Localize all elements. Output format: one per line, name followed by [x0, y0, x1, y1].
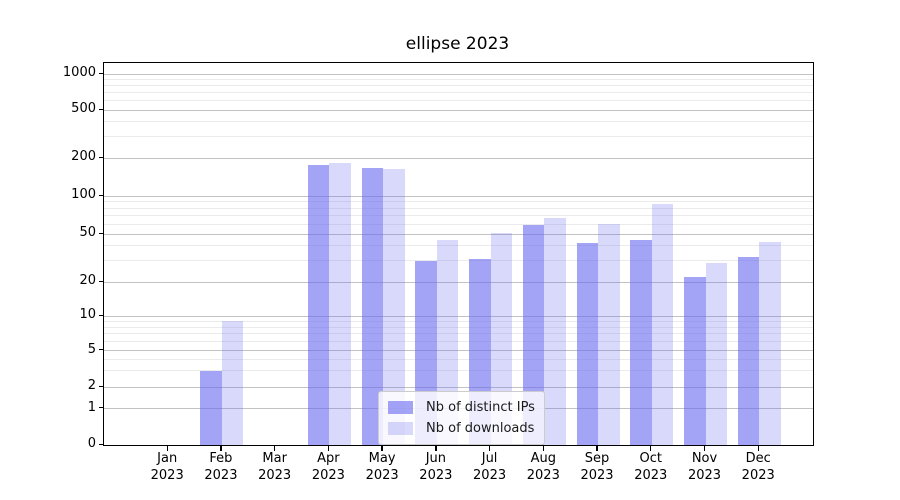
y-tick-mark: [98, 407, 103, 409]
bar-downloads: [383, 168, 405, 445]
legend-item-distinct-ips: Nb of distinct IPs: [388, 397, 535, 418]
major-gridline: [104, 315, 813, 317]
y-tick-label: 10: [79, 307, 96, 322]
bar-downloads: [705, 262, 727, 445]
minor-gridline: [104, 320, 813, 322]
bar-downloads: [759, 241, 781, 445]
y-tick-mark: [98, 314, 103, 316]
y-tick-mark: [98, 280, 103, 282]
x-tick-label: May 2023: [365, 451, 399, 483]
minor-gridline: [104, 201, 813, 203]
minor-gridline: [104, 260, 813, 262]
major-gridline: [104, 195, 813, 197]
minor-gridline: [104, 92, 813, 94]
x-tick-label: Dec 2023: [741, 451, 775, 483]
bar-distinct-ips: [200, 370, 222, 445]
minor-gridline: [104, 85, 813, 87]
x-tick-mark: [488, 446, 491, 451]
y-tick-mark: [98, 349, 103, 351]
legend-label-downloads: Nb of downloads: [426, 421, 535, 436]
minor-gridline: [104, 340, 813, 342]
x-tick-mark: [596, 446, 598, 451]
minor-gridline: [104, 215, 813, 217]
minor-gridline: [104, 333, 813, 335]
minor-gridline: [104, 370, 813, 372]
y-tick-label: 50: [79, 225, 96, 240]
y-tick-label: 100: [71, 187, 96, 202]
y-tick-mark: [98, 443, 103, 445]
legend-item-downloads: Nb of downloads: [388, 418, 535, 439]
x-tick-label: Mar 2023: [258, 451, 292, 483]
major-gridline: [104, 350, 813, 351]
x-tick-mark: [435, 446, 437, 451]
bar-distinct-ips: [630, 239, 652, 445]
minor-gridline: [104, 358, 813, 360]
bar-distinct-ips: [576, 243, 599, 445]
chart-title: ellipse 2023: [405, 34, 510, 54]
y-tick-label: 5: [87, 341, 96, 357]
x-tick-label: Feb 2023: [204, 451, 238, 483]
major-gridline: [104, 157, 813, 159]
x-tick-mark: [327, 446, 330, 451]
x-tick-mark: [757, 446, 759, 451]
bar-downloads: [544, 217, 566, 445]
bar-downloads: [329, 162, 351, 445]
bar-downloads: [221, 321, 244, 445]
legend-label-distinct-ips: Nb of distinct IPs: [426, 400, 535, 415]
major-gridline: [104, 386, 813, 388]
bar-distinct-ips: [737, 257, 760, 445]
bar-distinct-ips: [684, 277, 706, 445]
y-tick-mark: [98, 156, 103, 158]
minor-gridline: [104, 207, 813, 209]
legend-swatch-distinct-ips: [388, 401, 413, 414]
minor-gridline: [104, 78, 813, 80]
x-tick-label: Apr 2023: [311, 451, 345, 483]
x-tick-mark: [166, 446, 168, 451]
bar-downloads: [651, 204, 674, 445]
y-tick-label: 200: [71, 149, 96, 164]
x-tick-label: Jan 2023: [150, 451, 184, 483]
y-tick-mark: [98, 194, 103, 196]
major-gridline: [104, 281, 813, 283]
x-tick-label: Jun 2023: [419, 451, 453, 483]
x-tick-mark: [650, 446, 652, 451]
y-tick-label: 2: [87, 378, 96, 393]
bar-distinct-ips: [522, 224, 545, 445]
x-tick-label: Aug 2023: [526, 451, 560, 483]
y-tick-mark: [98, 72, 103, 74]
bar-distinct-ips: [361, 168, 384, 445]
y-tick-label: 1000: [62, 65, 96, 80]
x-tick-mark: [381, 446, 383, 451]
x-tick-mark: [220, 446, 222, 451]
x-tick-mark: [542, 446, 544, 451]
y-tick-mark: [98, 108, 103, 110]
major-gridline: [104, 233, 813, 235]
major-gridline: [104, 109, 813, 111]
minor-gridline: [104, 136, 813, 138]
minor-gridline: [104, 223, 813, 225]
plot-area: [103, 62, 814, 446]
bar-distinct-ips: [307, 165, 330, 445]
minor-gridline: [104, 245, 813, 247]
x-tick-label: Nov 2023: [687, 451, 722, 483]
x-tick-label: Oct 2023: [634, 451, 668, 483]
minor-gridline: [104, 121, 813, 123]
y-tick-label: 20: [79, 273, 96, 288]
y-tick-label: 1: [87, 399, 96, 415]
y-tick-label: 0: [87, 436, 96, 451]
y-tick-label: 500: [71, 101, 96, 116]
minor-gridline: [104, 326, 813, 328]
x-tick-label: Jul 2023: [473, 451, 507, 483]
x-tick-mark: [273, 446, 276, 451]
major-gridline: [104, 73, 813, 75]
x-tick-label: Sep 2023: [580, 451, 614, 483]
y-tick-mark: [98, 232, 103, 234]
bar-downloads: [598, 224, 620, 445]
minor-gridline: [104, 100, 813, 102]
y-tick-mark: [98, 385, 103, 387]
legend-swatch-downloads: [388, 422, 413, 435]
legend: Nb of distinct IPs Nb of downloads: [378, 391, 545, 445]
x-tick-mark: [703, 446, 706, 451]
